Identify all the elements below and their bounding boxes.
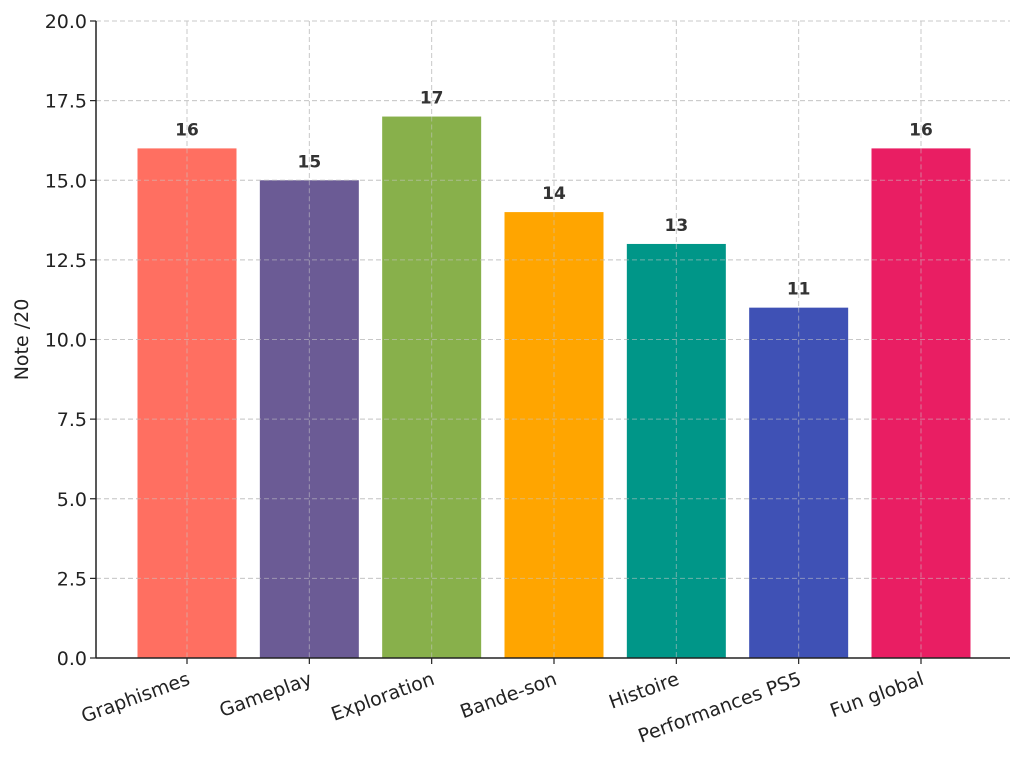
y-tick-label: 7.5 [57,409,87,431]
x-tick-label: Graphismes [78,668,192,728]
y-tick-label: 5.0 [57,489,87,511]
bars [96,20,1010,659]
bar-value-label: 13 [664,216,688,236]
y-axis-title: Note /20 [11,299,33,381]
x-axis-ticks: Graphismes Gameplay Exploration Bande-son Hi… [78,658,927,748]
y-tick-label: 20.0 [45,11,87,33]
x-tick-label: Gameplay [217,668,315,722]
y-tick-label: 12.5 [45,250,87,272]
bar-value-label: 14 [542,184,566,204]
bar-value-label: 16 [909,120,933,140]
bar-value-label: 15 [297,152,321,172]
x-tick-label: Bande-son [457,668,559,723]
value-labels: 16 15 17 14 13 11 16 [175,89,933,300]
bar-value-label: 17 [420,89,444,109]
x-tick-label: Fun global [827,668,927,722]
y-tick-label: 2.5 [57,568,87,590]
y-tick-label: 10.0 [45,330,87,352]
bar-value-label: 11 [787,280,811,300]
bar-value-label: 16 [175,120,199,140]
y-tick-label: 0.0 [57,648,87,670]
x-tick-label: Histoire [606,668,682,714]
y-tick-label: 17.5 [45,91,87,113]
y-axis-ticks: 0.0 2.5 5.0 7.5 10.0 12.5 15.0 17.5 20.0 [45,11,96,670]
x-tick-label: Exploration [328,668,437,726]
y-tick-label: 15.0 [45,170,87,192]
bar-histoire [626,243,726,658]
